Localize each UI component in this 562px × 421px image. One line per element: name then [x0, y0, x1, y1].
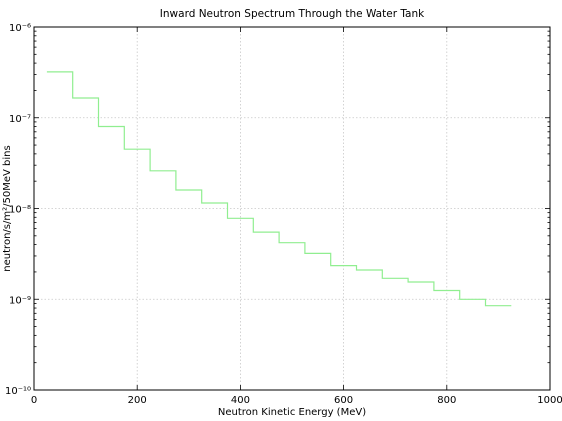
x-tick-label: 400 [231, 395, 250, 406]
ticks: 0 200 400 600 800 1000 10⁻¹⁰ 10⁻⁹ 10⁻⁸ 10⁻⁷ 10⁻⁶ [5, 23, 562, 406]
x-axis-label: Neutron Kinetic Energy (MeV) [218, 407, 366, 418]
series-layer [46, 71, 512, 307]
chart-title: Inward Neutron Spectrum Through the Wate… [160, 8, 425, 20]
x-tick-label: 200 [128, 395, 147, 406]
y-tick-label: 10⁻⁶ [9, 23, 31, 34]
x-tick-label: 0 [31, 395, 37, 406]
y-axis-label: neutron/s/m²/50MeV bins [2, 145, 13, 271]
x-tick-label: 600 [334, 395, 353, 406]
x-tick-label: 1000 [537, 395, 562, 406]
spectrum-step-line [46, 71, 512, 307]
x-tick-label: 800 [437, 395, 456, 406]
grid [34, 27, 550, 390]
y-tick-label: 10⁻⁹ [9, 295, 31, 306]
y-tick-label: 10⁻¹⁰ [5, 386, 31, 397]
y-tick-label: 10⁻⁸ [9, 205, 31, 216]
y-tick-label: 10⁻⁷ [9, 114, 31, 125]
